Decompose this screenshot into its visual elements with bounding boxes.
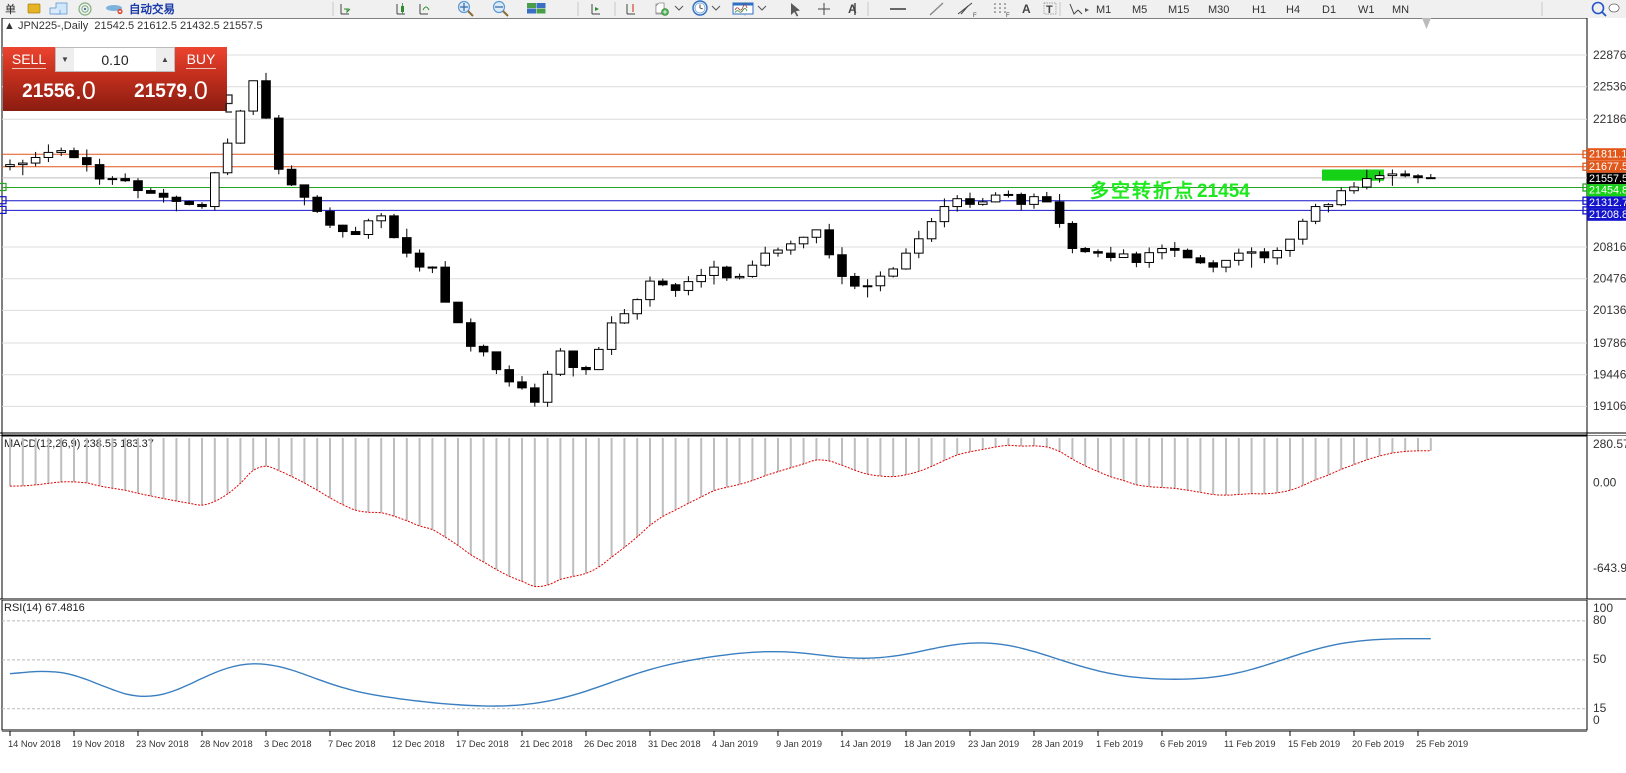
svg-text:9 Jan 2019: 9 Jan 2019 — [776, 739, 822, 749]
svg-text:20816.0: 20816.0 — [1593, 240, 1626, 254]
svg-text:21208.8: 21208.8 — [1589, 209, 1626, 221]
svg-text:12 Dec 2018: 12 Dec 2018 — [392, 739, 445, 749]
svg-text:21454.8: 21454.8 — [1589, 185, 1626, 197]
svg-text:23 Jan 2019: 23 Jan 2019 — [968, 739, 1019, 749]
svg-text:14 Jan 2019: 14 Jan 2019 — [840, 739, 891, 749]
svg-text:28 Jan 2019: 28 Jan 2019 — [1032, 739, 1083, 749]
svg-text:6 Feb 2019: 6 Feb 2019 — [1160, 739, 1207, 749]
svg-text:26 Dec 2018: 26 Dec 2018 — [584, 739, 637, 749]
svg-text:7 Dec 2018: 7 Dec 2018 — [328, 739, 376, 749]
svg-text:14 Nov 2018: 14 Nov 2018 — [8, 739, 61, 749]
svg-text:19446.0: 19446.0 — [1593, 368, 1626, 382]
svg-text:M5: M5 — [1132, 4, 1147, 16]
svg-text:MN: MN — [1392, 4, 1409, 16]
svg-text:21312.7: 21312.7 — [1589, 197, 1626, 209]
svg-text:21 Dec 2018: 21 Dec 2018 — [520, 739, 573, 749]
svg-text:4 Jan 2019: 4 Jan 2019 — [712, 739, 758, 749]
svg-text:17 Dec 2018: 17 Dec 2018 — [456, 739, 509, 749]
svg-text:19786.0: 19786.0 — [1593, 336, 1626, 350]
svg-text:280.57: 280.57 — [1593, 437, 1626, 451]
svg-text:20136.0: 20136.0 — [1593, 303, 1626, 317]
svg-text:M15: M15 — [1168, 4, 1189, 16]
svg-text:15 Feb 2019: 15 Feb 2019 — [1288, 739, 1340, 749]
svg-text:80: 80 — [1593, 613, 1607, 627]
svg-text:22186.0: 22186.0 — [1593, 112, 1626, 126]
svg-text:22876.0: 22876.0 — [1593, 48, 1626, 62]
svg-text:3 Dec 2018: 3 Dec 2018 — [264, 739, 312, 749]
svg-text:20476.0: 20476.0 — [1593, 272, 1626, 286]
svg-text:50: 50 — [1593, 652, 1607, 666]
svg-text:1 Feb 2019: 1 Feb 2019 — [1096, 739, 1143, 749]
svg-text:22536.0: 22536.0 — [1593, 80, 1626, 94]
svg-text:31 Dec 2018: 31 Dec 2018 — [648, 739, 701, 749]
svg-text:21677.5: 21677.5 — [1589, 161, 1626, 173]
svg-text:T: T — [1046, 4, 1053, 16]
svg-text:20 Feb 2019: 20 Feb 2019 — [1352, 739, 1404, 749]
svg-text:M30: M30 — [1208, 4, 1229, 16]
svg-text:21557.5: 21557.5 — [1589, 173, 1626, 185]
svg-text:0: 0 — [1593, 713, 1600, 727]
svg-text:自动交易: 自动交易 — [129, 2, 175, 16]
svg-text:M1: M1 — [1096, 4, 1111, 16]
svg-text:-643.97: -643.97 — [1593, 561, 1626, 575]
svg-text:H1: H1 — [1252, 4, 1266, 16]
svg-text:11 Feb 2019: 11 Feb 2019 — [1224, 739, 1276, 749]
svg-text:19106.0: 19106.0 — [1593, 399, 1626, 413]
svg-text:A: A — [1022, 2, 1031, 16]
svg-text:H4: H4 — [1286, 4, 1300, 16]
svg-text:21811.1: 21811.1 — [1589, 149, 1626, 161]
svg-text:单: 单 — [5, 3, 16, 16]
svg-text:W1: W1 — [1358, 4, 1375, 16]
svg-text:25 Feb 2019: 25 Feb 2019 — [1416, 739, 1468, 749]
svg-text:28 Nov 2018: 28 Nov 2018 — [200, 739, 253, 749]
svg-text:23 Nov 2018: 23 Nov 2018 — [136, 739, 189, 749]
svg-text:0.00: 0.00 — [1593, 476, 1617, 490]
svg-text:D1: D1 — [1322, 4, 1336, 16]
svg-text:19 Nov 2018: 19 Nov 2018 — [72, 739, 125, 749]
svg-text:18 Jan 2019: 18 Jan 2019 — [904, 739, 955, 749]
